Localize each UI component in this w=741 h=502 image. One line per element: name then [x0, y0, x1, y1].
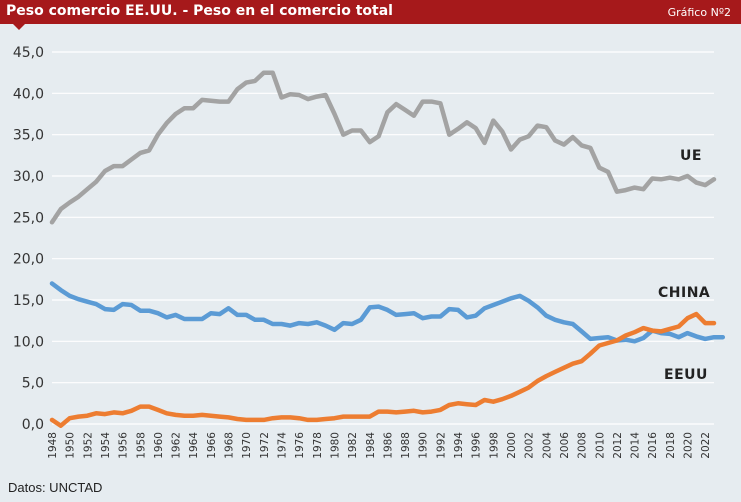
x-tick-label: 1966: [206, 432, 218, 459]
chart-header: Peso comercio EE.UU. - Peso en el comerc…: [0, 0, 741, 24]
x-tick-label: 1984: [365, 432, 377, 459]
x-tick-label: 1988: [400, 432, 412, 459]
y-tick-label: 0,0: [22, 417, 44, 433]
y-tick-label: 25,0: [13, 210, 44, 226]
x-tick-label: 1948: [47, 432, 59, 459]
x-tick-label: 2010: [594, 432, 606, 459]
y-tick-label: 5,0: [22, 376, 44, 392]
chart-title: Peso comercio EE.UU. - Peso en el comerc…: [6, 3, 393, 19]
series-label-ue: UE: [680, 148, 702, 164]
x-tick-label: 1970: [241, 432, 253, 459]
x-tick-label: 2016: [647, 432, 659, 459]
x-tick-label: 1992: [435, 432, 447, 459]
x-tick-label: 1960: [153, 432, 165, 459]
x-tick-label: 1994: [453, 432, 465, 459]
x-tick-label: 1954: [100, 432, 112, 459]
x-tick-label: 1958: [135, 432, 147, 459]
series-labels: UE CHINA EEUU: [658, 148, 710, 383]
y-axis-ticks: 0,0 5,0 10,0 15,0 20,0 25,0 30,0 35,0 40,0 45,0: [13, 45, 44, 433]
header-notch: [13, 24, 25, 30]
x-tick-label: 1978: [312, 432, 324, 459]
x-tick-label: 2004: [541, 432, 553, 459]
x-tick-label: 1956: [118, 432, 130, 459]
chart-reference: Gráfico Nº2: [667, 6, 731, 19]
y-tick-label: 20,0: [13, 252, 44, 268]
x-tick-label: 2000: [506, 432, 518, 459]
grid-lines: [52, 51, 714, 425]
x-tick-label: 2014: [630, 432, 642, 459]
x-tick-label: 1980: [329, 432, 341, 459]
x-tick-label: 2022: [700, 432, 712, 459]
series-lines: [49, 70, 726, 428]
y-tick-label: 35,0: [13, 128, 44, 144]
x-axis-ticks: 1948 1950 1952 1954 1956 1958 1960 1962 1964 1966…: [47, 432, 712, 459]
x-tick-label: 1986: [382, 432, 394, 459]
x-tick-label: 1974: [276, 432, 288, 459]
x-tick-label: 1972: [259, 432, 271, 459]
x-tick-label: 2008: [577, 432, 589, 459]
x-tick-label: 2020: [683, 432, 695, 459]
x-tick-label: 1976: [294, 432, 306, 459]
x-tick-label: 1996: [471, 432, 483, 459]
x-tick-label: 1950: [65, 432, 77, 459]
x-tick-label: 1964: [188, 432, 200, 459]
series-line-ue: [49, 70, 717, 225]
x-tick-label: 1952: [82, 432, 94, 459]
series-label-china: CHINA: [658, 285, 710, 301]
x-tick-label: 1962: [171, 432, 183, 459]
y-tick-label: 45,0: [13, 45, 44, 61]
series-line-china: [49, 281, 726, 344]
x-tick-label: 2002: [524, 432, 536, 459]
x-tick-label: 2006: [559, 432, 571, 459]
x-tick-label: 1982: [347, 432, 359, 459]
x-tick-label: 2018: [665, 432, 677, 459]
x-tick-label: 1990: [418, 432, 430, 459]
y-tick-label: 40,0: [13, 86, 44, 102]
y-tick-label: 10,0: [13, 334, 44, 350]
y-tick-label: 15,0: [13, 293, 44, 309]
x-tick-label: 1968: [224, 432, 236, 459]
series-line-eeuu: [49, 311, 717, 428]
y-tick-label: 30,0: [13, 169, 44, 185]
x-tick-label: 1998: [488, 432, 500, 459]
series-label-eeuu: EEUU: [664, 367, 708, 383]
x-tick-label: 2012: [612, 432, 624, 459]
data-source: Datos: UNCTAD: [8, 480, 103, 495]
